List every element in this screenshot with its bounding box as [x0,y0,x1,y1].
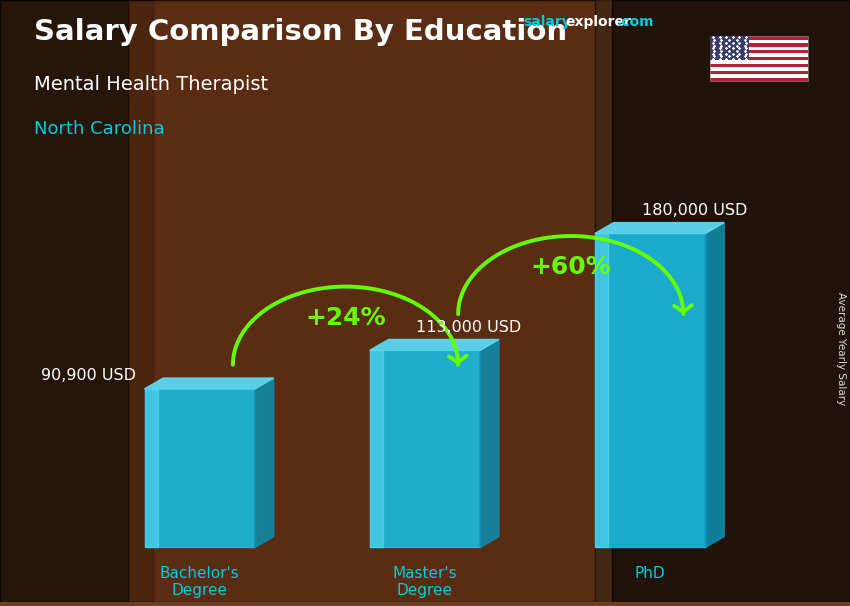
Text: +24%: +24% [305,306,386,330]
Bar [710,53,808,57]
Polygon shape [595,222,724,233]
Text: +60%: +60% [530,255,611,279]
Bar [710,71,808,75]
Polygon shape [706,222,724,547]
Polygon shape [144,389,255,547]
Bar [710,64,808,67]
FancyBboxPatch shape [128,0,595,602]
Text: explorer: explorer [565,15,631,29]
Polygon shape [480,339,499,547]
Text: .com: .com [616,15,654,29]
Text: Mental Health Therapist: Mental Health Therapist [34,75,268,94]
Text: North Carolina: North Carolina [34,121,165,138]
Bar [710,36,808,39]
Polygon shape [255,378,274,547]
FancyBboxPatch shape [0,0,153,602]
Text: Average Yearly Salary: Average Yearly Salary [836,292,846,405]
Bar [710,67,808,71]
FancyBboxPatch shape [612,0,850,602]
Polygon shape [370,350,383,547]
Text: 90,900 USD: 90,900 USD [41,368,136,383]
Text: Bachelor's
Degree: Bachelor's Degree [160,565,240,598]
Bar [710,36,749,61]
Bar [710,36,808,81]
Bar [710,50,808,53]
Text: Salary Comparison By Education: Salary Comparison By Education [34,18,567,46]
Polygon shape [595,233,609,547]
Polygon shape [370,350,480,547]
Text: Master's
Degree: Master's Degree [393,565,457,598]
Polygon shape [595,233,706,547]
Text: salary: salary [523,15,570,29]
Bar [710,78,808,81]
Bar [710,61,808,64]
Bar [710,47,808,50]
Bar [710,75,808,78]
Bar [710,39,808,43]
Polygon shape [370,339,499,350]
Bar [710,57,808,61]
Text: PhD: PhD [635,565,666,581]
Polygon shape [144,378,274,389]
Bar [710,43,808,47]
Text: 113,000 USD: 113,000 USD [416,320,522,335]
Text: 180,000 USD: 180,000 USD [642,204,747,218]
Polygon shape [144,389,158,547]
